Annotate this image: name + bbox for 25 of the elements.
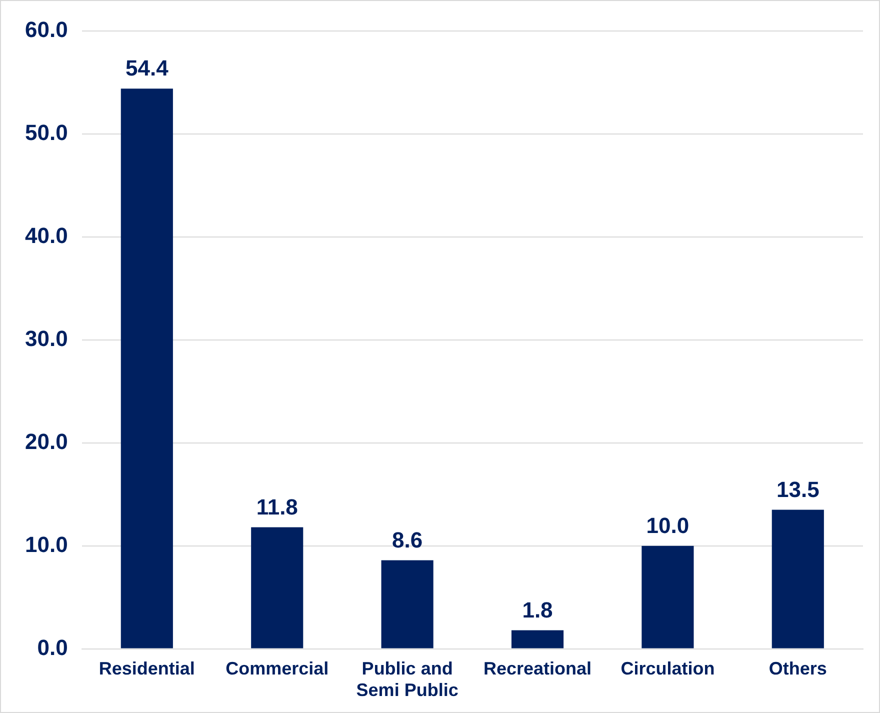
data-label: 8.6 — [392, 527, 423, 552]
data-label: 13.5 — [776, 476, 820, 502]
x-tick-label: Recreational — [483, 658, 592, 679]
bar — [772, 510, 824, 648]
bar — [381, 560, 434, 648]
y-tick-label: 20.0 — [24, 428, 68, 454]
x-tick-label: Circulation — [620, 658, 715, 679]
x-tick-label: Residential — [98, 658, 195, 679]
y-tick-label: 40.0 — [24, 222, 68, 248]
y-tick-label: 10.0 — [24, 532, 68, 557]
bar — [120, 88, 173, 648]
y-tick-label: 30.0 — [24, 326, 68, 351]
bar — [251, 527, 304, 648]
x-tick-label: Commercial — [226, 658, 329, 679]
y-tick-label: 50.0 — [24, 120, 68, 146]
data-label: 54.4 — [126, 56, 170, 81]
x-tick-label: Public and Semi Public — [356, 658, 458, 700]
data-label: 11.8 — [256, 494, 298, 520]
bar — [642, 546, 694, 648]
y-tick-label: 0.0 — [37, 634, 68, 660]
x-tick-label: Others — [768, 658, 827, 679]
y-tick-label: 60.0 — [24, 17, 68, 42]
data-label: 1.8 — [522, 597, 553, 622]
bar — [511, 630, 564, 648]
data-label: 10.0 — [646, 512, 690, 538]
